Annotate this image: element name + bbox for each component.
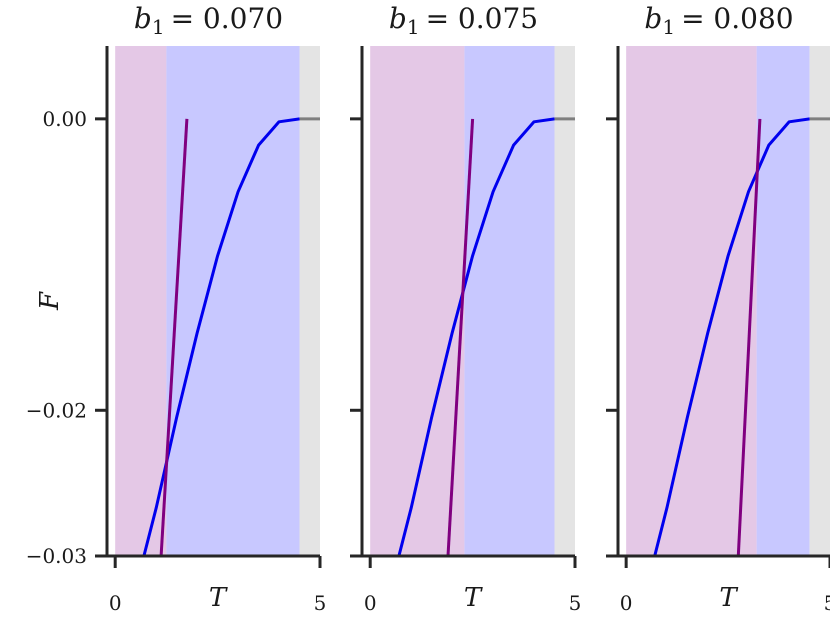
x-axis-label: T — [209, 583, 228, 613]
region-1 — [115, 46, 167, 556]
title-value: = 0.070 — [171, 2, 284, 35]
series-line-3 — [446, 118, 475, 557]
title-subscript: 1 — [407, 15, 420, 39]
y-tick-label-3: −0.03 — [26, 544, 87, 568]
y-tick-label-1: 0.00 — [42, 107, 87, 131]
x-tick-label-1: 0 — [620, 591, 633, 615]
title-value: = 0.080 — [681, 2, 794, 35]
region-1 — [626, 46, 757, 556]
title-variable: b — [644, 2, 662, 35]
x-tick-label-1: 0 — [109, 591, 122, 615]
y-tick-label-2: −0.02 — [26, 398, 87, 422]
panel-1: 0.00 −0.02 −0.03 0 5 T Fb1 = 0.070 — [26, 2, 327, 615]
title-variable: b — [134, 2, 152, 35]
region-3 — [809, 46, 830, 556]
title-subscript: 1 — [662, 15, 675, 39]
y-axis-label: F — [35, 291, 65, 311]
x-axis-label: T — [464, 583, 483, 613]
series-line-1 — [397, 117, 555, 557]
series-line-3 — [159, 118, 189, 557]
title-subscript: 1 — [152, 15, 165, 39]
panel-title: b1 = 0.080 — [644, 2, 793, 39]
panel-title: b1 = 0.075 — [389, 2, 538, 39]
x-tick-label-1: 0 — [364, 591, 377, 615]
region-2 — [166, 46, 300, 556]
region-2 — [464, 46, 555, 556]
x-tick-label-2: 5 — [314, 591, 327, 615]
panel-3: 0 5 Tb1= 0.080 — [606, 2, 830, 615]
title-value: = 0.075 — [426, 2, 539, 35]
region-1 — [370, 46, 465, 556]
x-axis-label: T — [719, 583, 738, 613]
region-3 — [554, 46, 575, 556]
panel-title: b1 = 0.070 — [134, 2, 283, 39]
title-variable: b — [389, 2, 407, 35]
series-line-3 — [736, 118, 762, 557]
region-2 — [756, 46, 810, 556]
x-tick-label-2: 5 — [569, 591, 582, 615]
x-tick-label-2: 5 — [824, 591, 830, 615]
series-line-1 — [142, 117, 300, 557]
panel-2: 0 5 Tb1 = 0.075 — [350, 2, 581, 615]
region-3 — [299, 46, 320, 556]
series-line-1 — [653, 117, 810, 557]
